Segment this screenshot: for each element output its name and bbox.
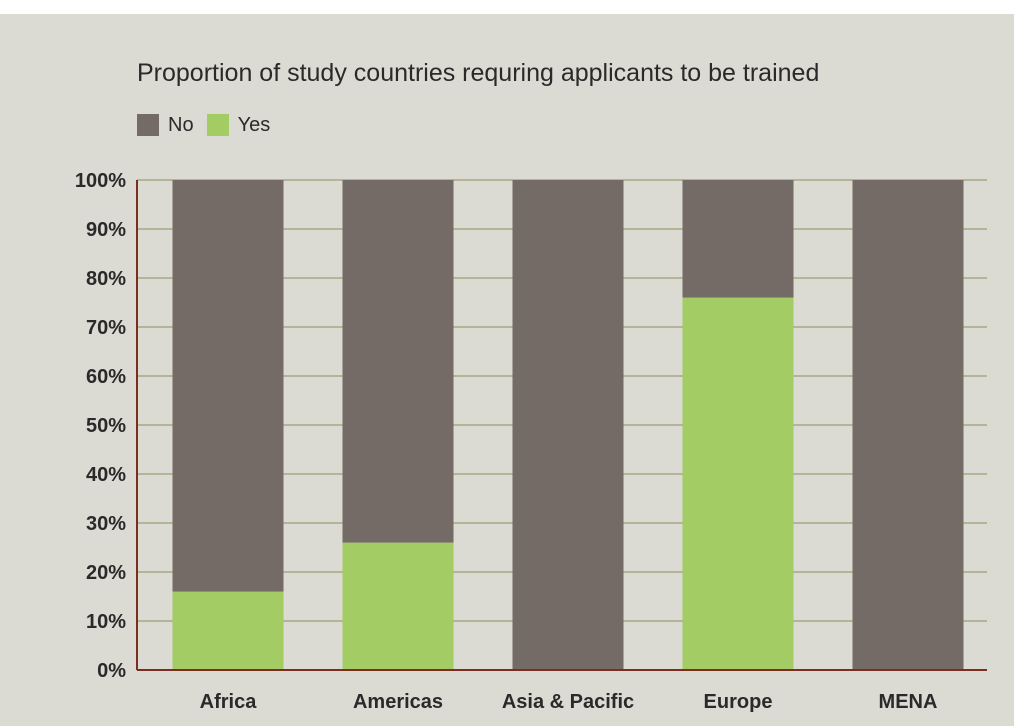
bar-no <box>512 180 624 670</box>
tick-labels: 0% 10% 20% 30% 40% 50% 60% 70% 80% 90% 100% Africa A… <box>75 170 938 713</box>
legend-label-yes: Yes <box>237 113 271 136</box>
x-tick-label: Asia & Pacific <box>502 691 634 713</box>
x-tick-label: MENA <box>879 691 938 713</box>
bars <box>172 180 964 670</box>
legend-label-no: No <box>168 113 194 136</box>
bar-no <box>342 180 454 543</box>
legend-item-no: No <box>137 114 194 137</box>
bar-yes <box>682 297 794 670</box>
y-tick-label: 70% <box>86 317 126 339</box>
legend-item-yes: Yes <box>206 113 271 137</box>
x-tick-label: Europe <box>704 691 773 713</box>
axes <box>136 180 987 671</box>
bar-yes <box>172 591 284 670</box>
y-tick-label: 50% <box>86 415 126 437</box>
y-tick-label: 0% <box>97 660 126 682</box>
chart-title: Proportion of study countries requring a… <box>137 59 820 87</box>
y-tick-label: 10% <box>86 611 126 633</box>
y-tick-label: 40% <box>86 464 126 486</box>
legend: No Yes <box>137 113 283 137</box>
y-tick-label: 80% <box>86 268 126 290</box>
y-tick-label: 30% <box>86 513 126 535</box>
bar-yes <box>342 542 454 670</box>
y-tick-label: 90% <box>86 219 126 241</box>
y-tick-label: 60% <box>86 366 126 388</box>
legend-swatch-no <box>137 114 159 136</box>
y-tick-label: 100% <box>75 170 126 192</box>
bar-no <box>682 180 794 298</box>
x-tick-label: Americas <box>353 691 443 713</box>
y-tick-label: 20% <box>86 562 126 584</box>
x-tick-label: Africa <box>200 691 258 713</box>
bar-no <box>172 180 284 592</box>
bar-no <box>852 180 964 670</box>
chart-panel: Proportion of study countries requring a… <box>0 14 1014 726</box>
legend-swatch-yes <box>206 114 229 136</box>
